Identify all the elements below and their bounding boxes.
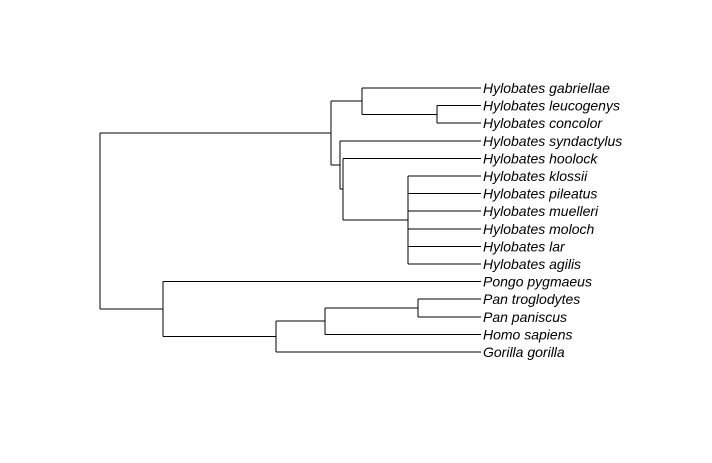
tip-label-pan-paniscus: Pan paniscus <box>483 309 567 325</box>
tip-label-pan-troglodytes: Pan troglodytes <box>483 291 580 307</box>
tip-label-gorilla-gorilla: Gorilla gorilla <box>483 344 565 360</box>
tip-label-hylobates-moloch: Hylobates moloch <box>483 221 594 237</box>
tip-label-hylobates-muelleri: Hylobates muelleri <box>483 203 599 219</box>
tip-label-hylobates-hoolock: Hylobates hoolock <box>483 150 598 166</box>
tip-label-hylobates-leucogenys: Hylobates leucogenys <box>483 98 620 114</box>
tip-label-hylobates-gabriellae: Hylobates gabriellae <box>483 80 610 96</box>
tip-labels: Hylobates gabriellae Hylobates leucogeny… <box>483 80 622 360</box>
tip-label-hylobates-agilis: Hylobates agilis <box>483 256 581 272</box>
tip-label-hylobates-pileatus: Hylobates pileatus <box>483 186 597 202</box>
tip-label-pongo-pygmaeus: Pongo pygmaeus <box>483 274 592 290</box>
tree-branches <box>99 87 481 353</box>
tip-label-hylobates-concolor: Hylobates concolor <box>483 115 603 131</box>
tip-label-hylobates-klossii: Hylobates klossii <box>483 168 588 184</box>
tip-label-homo-sapiens: Homo sapiens <box>483 326 573 342</box>
tip-label-hylobates-lar: Hylobates lar <box>483 238 566 254</box>
tip-label-hylobates-syndactylus: Hylobates syndactylus <box>483 133 622 149</box>
